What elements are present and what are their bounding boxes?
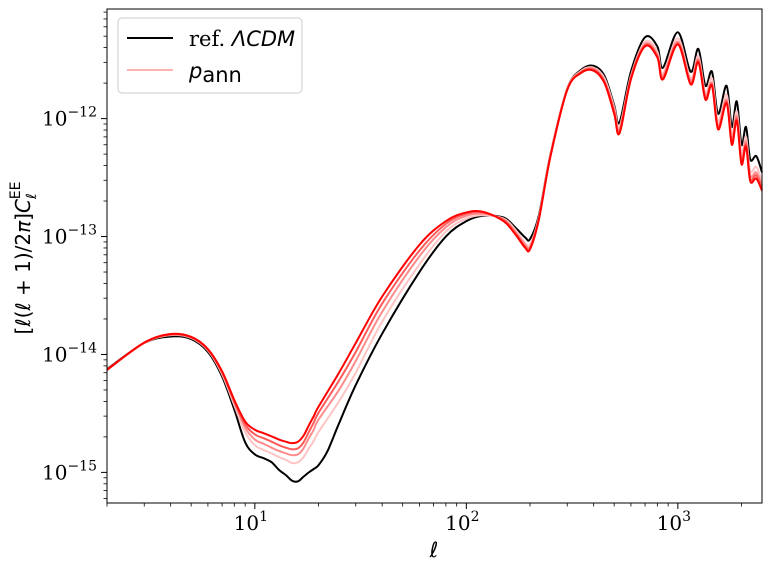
x-axis-label: ℓ <box>429 538 439 562</box>
y-axis-label: [ℓ(ℓ + 1)/2π]CℓEE <box>8 182 40 335</box>
legend: ref. ΛCDM pann <box>117 17 303 94</box>
series-line-0 <box>106 31 763 483</box>
series-line-4 <box>106 43 763 445</box>
series-line-1 <box>106 37 763 465</box>
y-tick-label-3: 10−12 <box>42 105 97 131</box>
legend-box <box>117 17 303 94</box>
legend-label-pann: pann <box>188 59 242 87</box>
y-tick-label-2: 10−13 <box>42 223 97 249</box>
ticks-layer: 101 102 103 10−15 10−14 10−13 10−12 <box>42 11 742 535</box>
x-tick-label-2: 103 <box>657 509 691 535</box>
x-tick-label-1: 102 <box>445 509 479 535</box>
y-tick-label-0: 10−15 <box>42 458 97 484</box>
plot-frame <box>106 8 763 504</box>
legend-label-ref: ref. ΛCDM <box>189 27 295 51</box>
y-tick-label-1: 10−14 <box>42 340 97 366</box>
series-layer <box>106 31 763 483</box>
x-tick-label-0: 101 <box>234 509 268 535</box>
